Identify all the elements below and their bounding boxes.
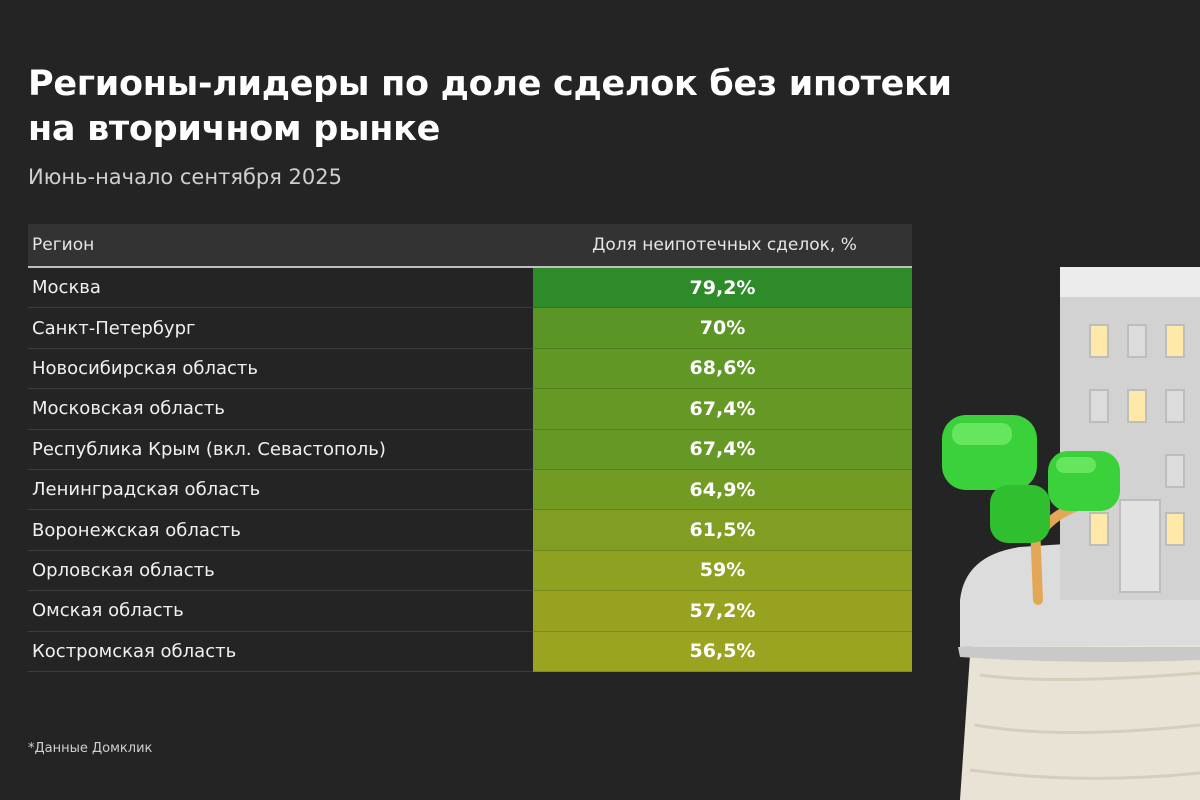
region-name: Орловская область <box>28 551 533 592</box>
table-row: Республика Крым (вкл. Севастополь) 67,4% <box>28 429 912 470</box>
share-value: 67,4% <box>533 389 912 430</box>
region-name: Костромская область <box>28 632 533 672</box>
regions-table: Регион Доля неипотечных сделок, % Москва… <box>28 224 912 672</box>
share-value: 79,2% <box>533 268 912 309</box>
table-row: Орловская область 59% <box>28 550 912 592</box>
share-value: 70% <box>533 308 912 349</box>
table-header: Регион Доля неипотечных сделок, % <box>28 224 912 268</box>
table-body: Москва 79,2% Санкт-Петербург 70% Новосибирск… <box>28 268 912 672</box>
region-name: Воронежская область <box>28 510 533 551</box>
table-row: Новосибирская область 68,6% <box>28 348 912 390</box>
share-value: 68,6% <box>533 348 912 390</box>
region-name: Московская область <box>28 389 533 430</box>
table-row: Санкт-Петербург 70% <box>28 308 912 349</box>
title-line-1: Регионы-лидеры по доле сделок без ипотек… <box>28 64 952 104</box>
region-name: Республика Крым (вкл. Севастополь) <box>28 430 533 470</box>
page-subtitle: Июнь-начало сентября 2025 <box>28 165 342 189</box>
table-row: Московская область 67,4% <box>28 389 912 430</box>
table-row: Омская область 57,2% <box>28 591 912 632</box>
table-row: Ленинградская область 64,9% <box>28 469 912 511</box>
table-row: Москва 79,2% <box>28 268 912 309</box>
column-header-region: Регион <box>32 235 95 255</box>
column-header-share: Доля неипотечных сделок, % <box>592 235 857 255</box>
region-name: Новосибирская область <box>28 349 533 390</box>
share-value: 59% <box>533 550 912 592</box>
page-title: Регионы-лидеры по доле сделок без ипотек… <box>28 62 1028 152</box>
share-value: 56,5% <box>533 631 912 672</box>
region-name: Москва <box>28 268 533 309</box>
footnote: *Данные Домклик <box>28 741 153 756</box>
table-row: Воронежская область 61,5% <box>28 510 912 551</box>
share-value: 64,9% <box>533 469 912 511</box>
region-name: Ленинградская область <box>28 470 533 511</box>
building-tree-illustration <box>942 267 1200 800</box>
table-row: Костромская область 56,5% <box>28 631 912 672</box>
title-line-2: на вторичном рынке <box>28 109 441 149</box>
share-value: 67,4% <box>533 429 912 470</box>
share-value: 61,5% <box>533 510 912 551</box>
building-icon <box>1060 267 1200 600</box>
region-name: Санкт-Петербург <box>28 308 533 349</box>
region-name: Омская область <box>28 591 533 632</box>
tree-icon <box>942 415 1120 605</box>
share-value: 57,2% <box>533 591 912 632</box>
